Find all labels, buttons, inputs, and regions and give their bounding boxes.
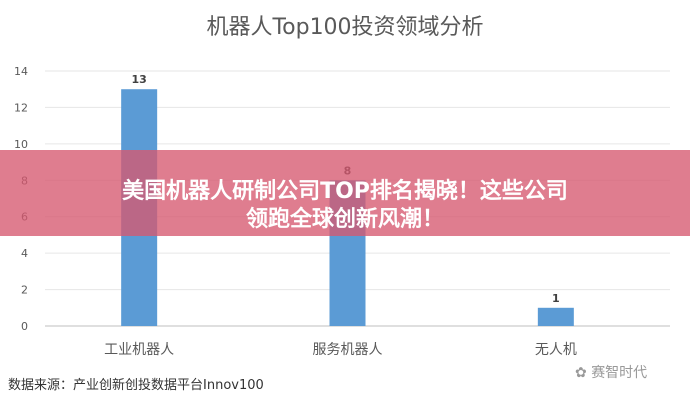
y-tick-label: 10 bbox=[14, 138, 28, 151]
x-tick-label: 工业机器人 bbox=[104, 342, 174, 358]
x-tick-label: 无人机 bbox=[535, 342, 577, 358]
banner-line-1: 美国机器人研制公司TOP排名揭晓！这些公司 bbox=[122, 179, 568, 204]
y-tick-label: 2 bbox=[21, 284, 28, 297]
x-tick-label: 服务机器人 bbox=[313, 342, 383, 358]
y-tick-label: 12 bbox=[14, 101, 28, 114]
data-label: 1 bbox=[552, 292, 560, 305]
watermark-text: 赛智时代 bbox=[591, 365, 648, 381]
banner-line-2: 领跑全球创新风潮！ bbox=[245, 207, 444, 232]
chart-title: 机器人Top100投资领域分析 bbox=[206, 15, 483, 40]
watermark: ✿ 赛智时代 bbox=[575, 362, 647, 382]
bar bbox=[537, 307, 574, 326]
wechat-icon: ✿ bbox=[575, 365, 592, 381]
y-tick-label: 4 bbox=[21, 247, 28, 260]
data-label: 13 bbox=[132, 73, 147, 86]
y-tick-label: 0 bbox=[21, 320, 28, 333]
y-tick-label: 14 bbox=[14, 65, 28, 78]
source-note: 数据来源：产业创新创投数据平台Innov100 bbox=[8, 378, 264, 393]
headline-banner[interactable]: 美国机器人研制公司TOP排名揭晓！这些公司 领跑全球创新风潮！ bbox=[0, 150, 690, 236]
